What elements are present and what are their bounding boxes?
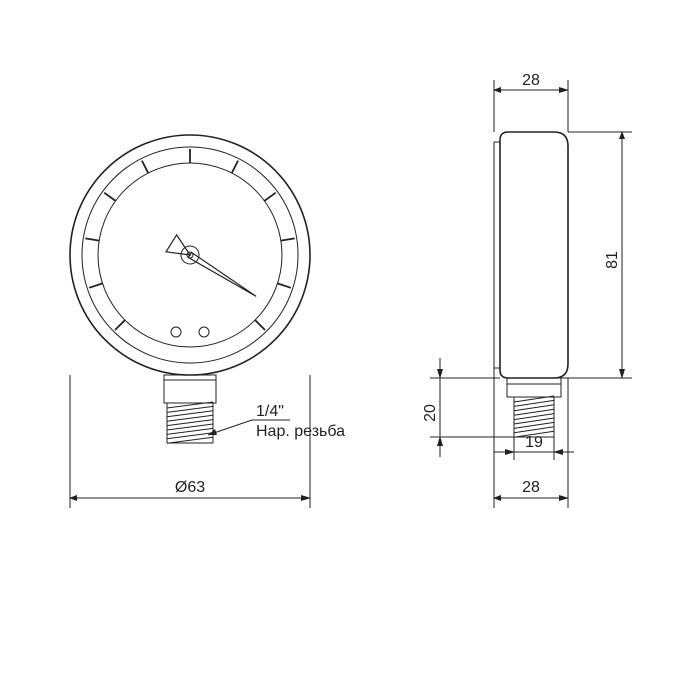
side-view	[494, 132, 568, 437]
dim-diameter: Ø63	[175, 479, 205, 496]
front-view: Ø63 1/4" Нар. резьба	[70, 135, 345, 508]
side-dimensions: 28 81 20 19 28	[422, 72, 632, 508]
dim-thread-spec: 1/4"	[256, 403, 284, 420]
dim-thread-note: Нар. резьба	[256, 423, 345, 440]
dim-height: 81	[604, 251, 621, 269]
front-stem	[164, 375, 216, 443]
dim-thread-w: 19	[525, 434, 543, 451]
technical-drawing: Ø63 1/4" Нар. резьба 28 81 20 19 28	[0, 0, 700, 700]
dim-top-width: 28	[522, 72, 540, 89]
dim-stem-h: 20	[422, 404, 439, 422]
dim-bottom-width: 28	[522, 479, 540, 496]
